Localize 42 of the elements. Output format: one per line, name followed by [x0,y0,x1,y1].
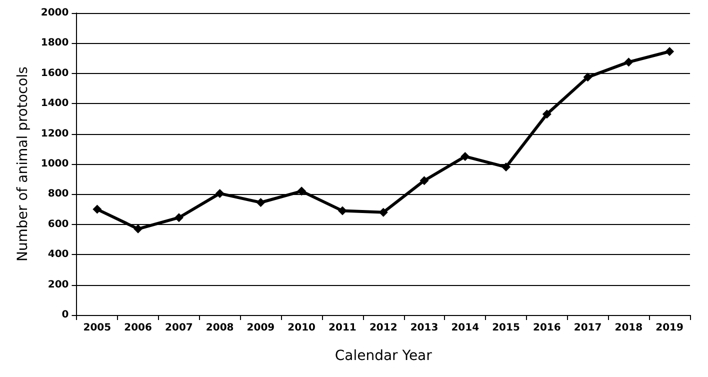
x-tick-label: 2011 [328,322,356,334]
x-tick-label: 2012 [369,322,398,334]
y-tick-label: 800 [48,188,69,200]
y-tick-label: 0 [62,310,69,320]
x-tick-label: 2018 [614,322,643,334]
point [256,198,266,208]
x-axis-title: Calendar Year [334,348,432,364]
x-tick-label: 2013 [410,322,438,334]
point [583,72,592,82]
y-tick-label: 1400 [40,98,69,110]
y-axis-title: Number of animal protocols [15,66,31,262]
x-tick-label: 2017 [574,322,602,334]
point [215,188,224,198]
x-tick-label: 2009 [246,322,275,334]
y-tick-label: 1200 [40,128,69,140]
x-tick-label: 2008 [206,322,234,334]
point [338,206,347,216]
point [92,204,102,214]
y-tick-label: 600 [48,218,69,230]
y-tick-label: 200 [48,279,69,290]
x-tick-label: 2016 [532,322,561,334]
point [460,152,470,161]
x-tick-label: 2019 [656,322,684,334]
x-tick-label: 2010 [288,322,316,334]
y-tick-label: 2000 [40,8,69,18]
x-tick-label: 2014 [451,322,480,334]
point [297,186,306,196]
point [542,110,552,119]
x-tick-label: 2005 [83,322,112,334]
y-tick-label: 1000 [40,158,69,170]
x-tick-label: 2007 [165,322,193,334]
point [174,213,184,222]
x-tick-label: 2006 [124,322,152,334]
y-tick-label: 1800 [40,38,69,49]
point [624,58,634,67]
point [502,162,511,172]
y-tick-label: 400 [48,249,69,260]
point [665,47,674,56]
point [420,176,429,186]
point [134,224,143,234]
x-tick-label: 2015 [492,322,520,334]
y-tick-label: 1600 [40,68,69,79]
